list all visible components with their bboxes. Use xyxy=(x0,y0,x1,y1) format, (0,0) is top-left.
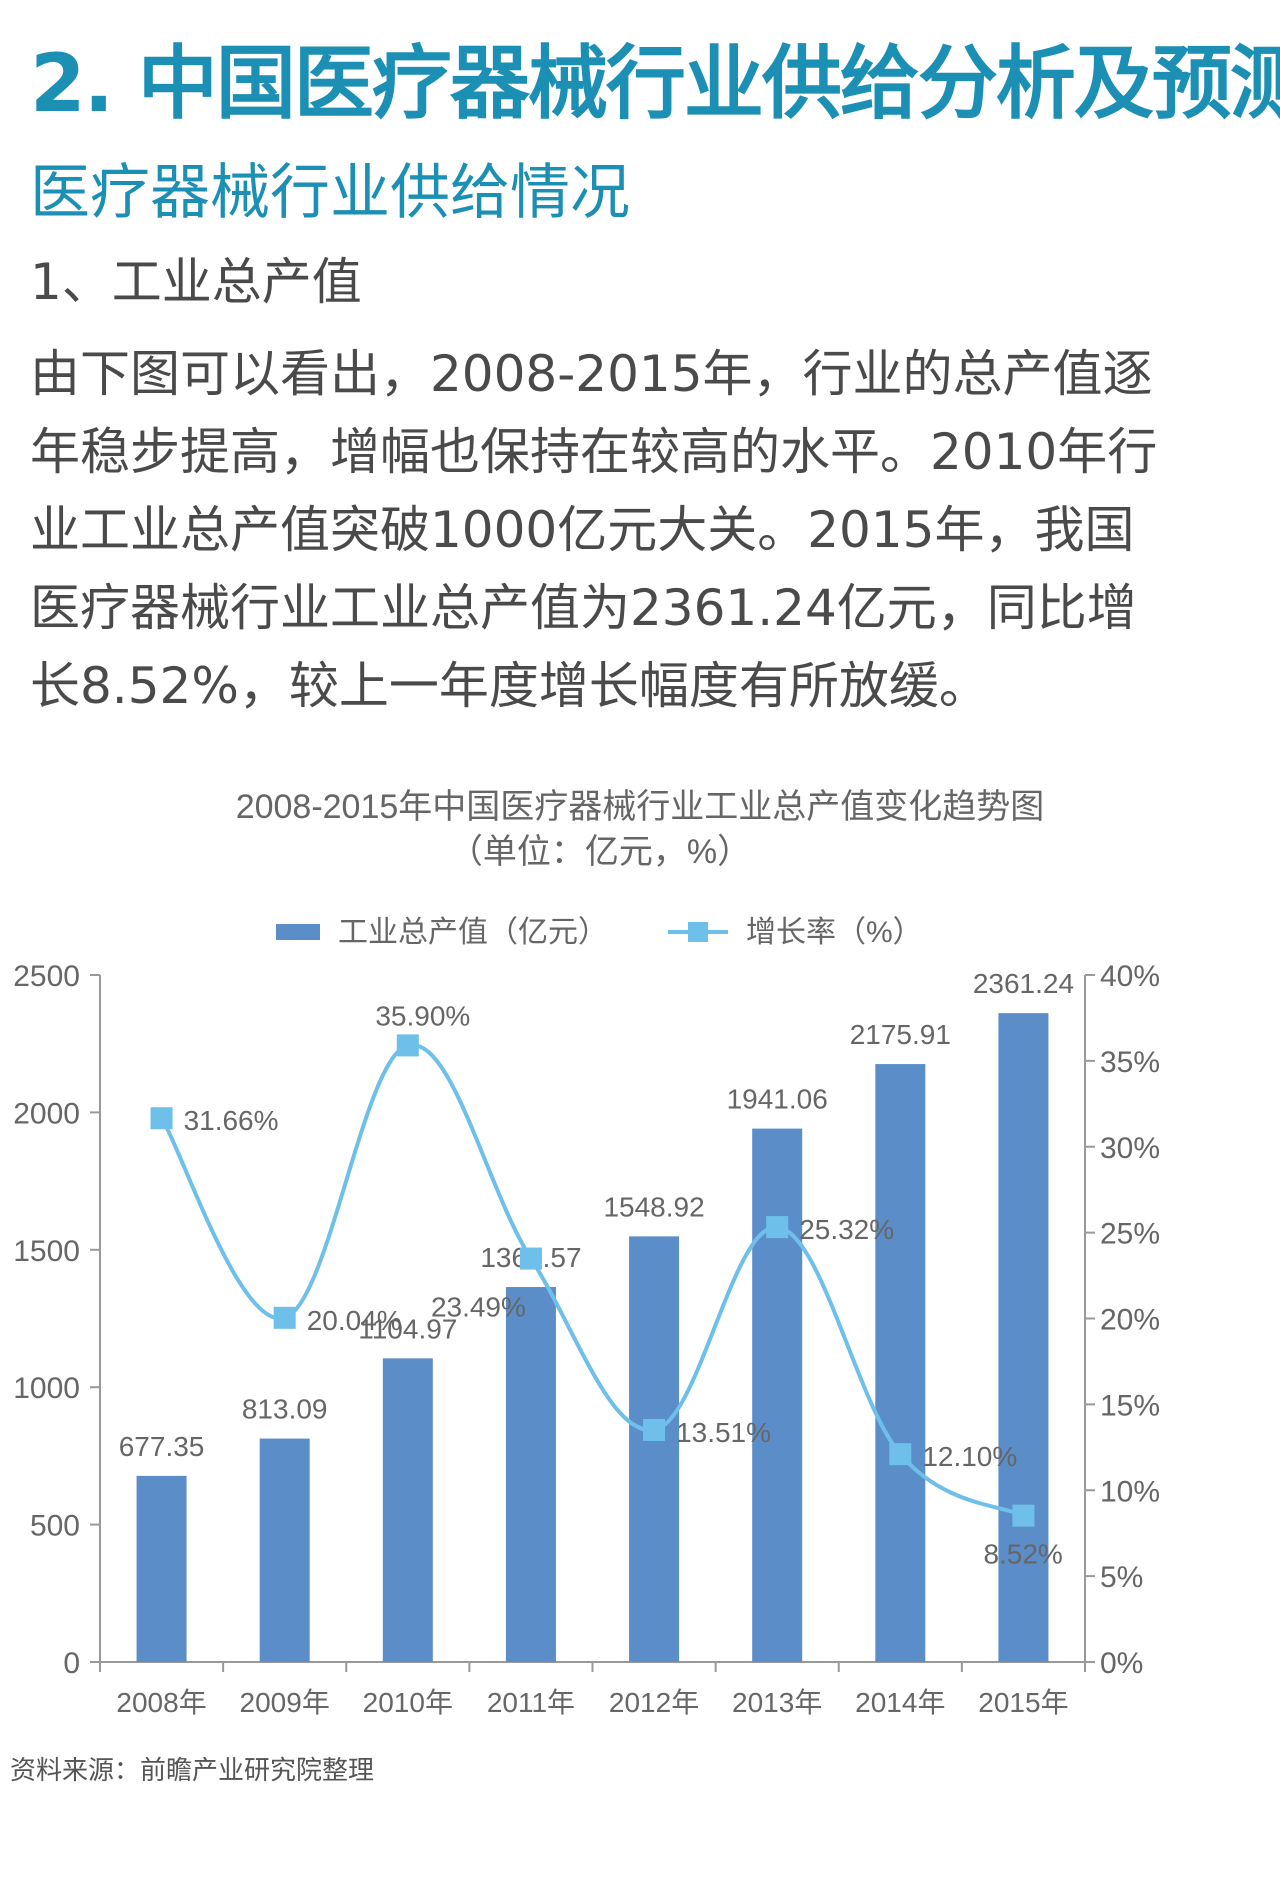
growth-rate-markers xyxy=(150,1034,1035,1527)
left-tick-label: 1000 xyxy=(13,1372,80,1405)
legend-bar-label: 工业总产值（亿元） xyxy=(338,916,608,949)
legend-bar-swatch xyxy=(276,924,320,940)
bar xyxy=(875,1064,926,1662)
right-tick-label: 10% xyxy=(1100,1475,1160,1508)
growth-rate-labels: 31.66% 20.04% 35.90% 23.49% 13.51% 25.32% 12.1… xyxy=(184,1000,1063,1569)
right-tick-label: 40% xyxy=(1100,960,1160,993)
bar xyxy=(259,1438,310,1662)
right-tick-label: 30% xyxy=(1100,1132,1160,1165)
bar xyxy=(998,1013,1049,1662)
growth-rate-value-label: 23.49% xyxy=(431,1292,526,1323)
x-tick-label: 2009年 xyxy=(240,1687,330,1718)
left-tick-label: 2000 xyxy=(13,1097,80,1130)
chart-legend: 工业总产值（亿元） 增长率（%） xyxy=(276,916,923,949)
bar-value-label: 1548.92 xyxy=(603,1191,704,1222)
growth-rate-marker xyxy=(396,1034,419,1057)
bar-data-labels: 677.35813.091104.971364.571548.921941.06… xyxy=(119,968,1074,1462)
growth-rate-value-label: 8.52% xyxy=(983,1539,1062,1570)
chart-title: 2008-2015年中国医疗器械行业工业总产值变化趋势图 xyxy=(236,788,1045,826)
source-note: 资料来源：前瞻产业研究院整理 xyxy=(10,1756,375,1786)
right-tick-label: 35% xyxy=(1100,1046,1160,1079)
growth-rate-value-label: 12.10% xyxy=(922,1441,1017,1472)
bar-value-label: 1104.97 xyxy=(358,1313,457,1344)
growth-rate-value-label: 35.90% xyxy=(375,1000,470,1031)
bar xyxy=(752,1128,803,1662)
legend-line-marker xyxy=(688,922,708,942)
right-tick-label: 20% xyxy=(1100,1304,1160,1337)
x-tick-label: 2008年 xyxy=(116,1687,206,1718)
left-tick-label: 2500 xyxy=(13,960,80,993)
bar xyxy=(136,1475,187,1662)
left-tick-label: 1500 xyxy=(13,1235,80,1268)
x-tick-label: 2015年 xyxy=(978,1687,1068,1718)
growth-rate-marker xyxy=(273,1306,296,1329)
growth-rate-marker xyxy=(766,1216,789,1239)
growth-rate-marker xyxy=(643,1418,666,1441)
growth-rate-value-label: 25.32% xyxy=(799,1214,894,1245)
bar xyxy=(382,1358,433,1662)
left-tick-label: 500 xyxy=(30,1510,80,1543)
legend-line-label: 增长率（%） xyxy=(746,916,923,949)
x-tick-label: 2011年 xyxy=(487,1687,575,1718)
bar-value-label: 1941.06 xyxy=(727,1084,828,1115)
growth-rate-marker xyxy=(519,1247,542,1270)
x-tick-label: 2010年 xyxy=(363,1687,453,1718)
growth-rate-value-label: 31.66% xyxy=(184,1105,279,1136)
right-tick-label: 5% xyxy=(1100,1561,1143,1594)
right-tick-label: 25% xyxy=(1100,1218,1160,1251)
output-value-chart: 2008-2015年中国医疗器械行业工业总产值变化趋势图 （单位：亿元，%） 工… xyxy=(13,788,1160,1718)
section-heading: 1、工业总产值 xyxy=(30,253,362,311)
bar-value-label: 2361.24 xyxy=(973,968,1074,999)
x-tick-label: 2012年 xyxy=(609,1687,699,1718)
body-paragraph: 由下图可以看出，2008-2015年，行业的总产值逐 年稳步提高，增幅也保持在较… xyxy=(30,345,1158,715)
left-tick-label: 0 xyxy=(63,1647,80,1680)
growth-rate-value-label: 13.51% xyxy=(676,1417,771,1448)
growth-rate-marker xyxy=(889,1443,912,1466)
x-tick-label: 2013年 xyxy=(732,1687,822,1718)
bar-value-label: 2175.91 xyxy=(850,1019,951,1050)
growth-rate-value-label: 20.04% xyxy=(307,1305,402,1336)
page-title: 2. 中国医疗器械行业供给分析及预测 xyxy=(30,37,1280,130)
growth-rate-marker xyxy=(1012,1504,1035,1527)
x-tick-label: 2014年 xyxy=(855,1687,945,1718)
right-tick-label: 15% xyxy=(1100,1389,1160,1422)
growth-rate-marker xyxy=(150,1107,173,1130)
bar xyxy=(629,1236,680,1662)
bar-value-label: 677.35 xyxy=(119,1431,205,1462)
growth-rate-line xyxy=(159,1043,1025,1518)
right-tick-label: 0% xyxy=(1100,1647,1143,1680)
page-subtitle: 医疗器械行业供给情况 xyxy=(30,158,630,228)
bar-value-label: 813.09 xyxy=(242,1394,328,1425)
bar xyxy=(505,1287,556,1662)
chart-subtitle: （单位：亿元，%） xyxy=(449,833,751,871)
chart-axes: 0 500 1000 1500 2000 2500 0% 5% 10% 15% 20% 25% 30% 3… xyxy=(13,960,1160,1718)
